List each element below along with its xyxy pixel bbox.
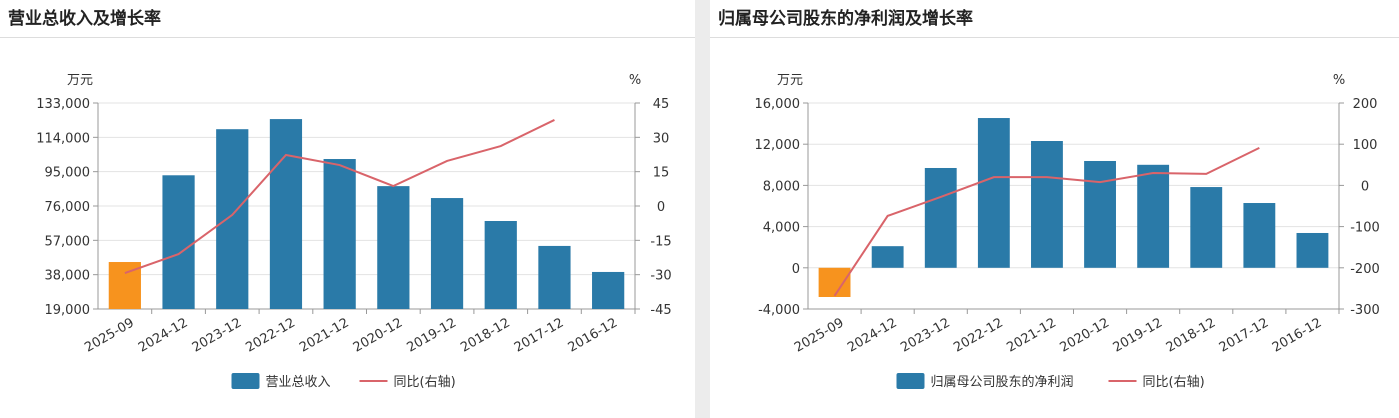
bar: [377, 186, 410, 309]
y-tick-label: 8,000: [763, 179, 800, 194]
y2-tick-label: -200: [1350, 262, 1380, 277]
y2-unit: %: [629, 73, 641, 88]
y2-tick-label: -45: [650, 303, 671, 318]
x-tick-label: 2018-12: [458, 315, 513, 355]
y-tick-label: 0: [792, 262, 800, 277]
x-tick-label: 2022-12: [951, 315, 1006, 355]
x-tick-label: 2022-12: [243, 315, 298, 355]
x-tick-label: 2023-12: [898, 315, 953, 355]
bar: [1031, 141, 1063, 268]
y2-tick-label: 15: [653, 166, 670, 181]
line: [124, 119, 555, 275]
bar: [269, 119, 303, 309]
bar: [818, 267, 851, 298]
x-tick-label: 2018-12: [1164, 315, 1219, 355]
y-tick-label: 95,000: [45, 166, 91, 181]
y-unit: 万元: [777, 73, 803, 88]
x-tick-label: 2020-12: [351, 315, 406, 355]
y2-tick-label: 100: [1353, 138, 1378, 153]
y-tick-label: 76,000: [45, 200, 91, 215]
x-tick-label: 2017-12: [1217, 315, 1272, 355]
bar: [1084, 160, 1116, 268]
y2-tick-label: 30: [653, 131, 670, 146]
bar: [430, 198, 464, 309]
y2-tick-label: -300: [1350, 303, 1380, 318]
y2-tick-label: -100: [1350, 221, 1380, 236]
y-tick-label: 4,000: [763, 221, 800, 236]
bar: [1296, 232, 1329, 268]
y-tick-label: 38,000: [45, 269, 91, 284]
y-tick-label: 16,000: [755, 97, 801, 112]
bar: [1190, 187, 1223, 268]
chart-panel: 归属母公司股东的净利润及增长率 万元% -4,000 0 4,000 8,000 12,0…: [710, 0, 1399, 418]
bar: [977, 118, 1010, 268]
y2-tick-label: -15: [650, 234, 671, 249]
bar: [162, 175, 195, 309]
y-tick-label: 12,000: [755, 138, 801, 153]
y2-tick-label: 0: [657, 200, 665, 215]
y-tick-label: 114,000: [36, 131, 90, 146]
bar: [592, 271, 625, 309]
bar: [924, 167, 957, 268]
y-tick-label: 133,000: [36, 97, 90, 112]
x-tick-label: 2016-12: [566, 315, 621, 355]
bar: [323, 159, 356, 309]
y2-unit: %: [1333, 73, 1345, 88]
y-tick-label: 57,000: [45, 234, 91, 249]
x-tick-label: 2025-09: [792, 315, 847, 355]
x-tick-label: 2024-12: [136, 315, 191, 355]
bar: [871, 246, 904, 268]
x-tick-label: 2016-12: [1270, 315, 1325, 355]
x-tick-label: 2023-12: [190, 315, 245, 355]
y2-tick-label: 0: [1361, 179, 1369, 194]
bar: [1137, 164, 1170, 268]
x-tick-label: 2021-12: [297, 315, 352, 355]
line: [833, 147, 1260, 297]
x-tick-label: 2017-12: [512, 315, 567, 355]
x-tick-label: 2024-12: [845, 315, 900, 355]
y2-tick-label: 45: [653, 97, 670, 112]
x-tick-label: 2021-12: [1004, 315, 1059, 355]
y-tick-label: -4,000: [758, 303, 800, 318]
bar: [1243, 203, 1276, 268]
x-tick-label: 2019-12: [405, 315, 460, 355]
chart-title: 归属母公司股东的净利润及增长率: [710, 0, 1399, 38]
chart: 万元 % -4,000 0 4,000 8,000 12,000 16,000 -300 -200…: [755, 73, 1380, 390]
y-unit: 万元: [67, 73, 93, 88]
legend-swatch: [231, 373, 260, 389]
bar: [538, 245, 571, 309]
legend-swatch: [896, 373, 925, 389]
legend-label: 同比(右轴): [1143, 375, 1205, 390]
y2-tick-label: 200: [1353, 97, 1378, 112]
legend-label: 营业总收入: [266, 375, 331, 390]
legend-label: 同比(右轴): [394, 375, 456, 390]
chart-title: 营业总收入及增长率: [0, 0, 695, 38]
chart-panel: 营业总收入及增长率 万元% 19,000 38,000 57,000 76,000 95,…: [0, 0, 695, 418]
bar: [484, 220, 517, 309]
x-tick-label: 2025-09: [82, 315, 137, 355]
legend-label: 归属母公司股东的净利润: [931, 374, 1074, 390]
y-tick-label: 19,000: [45, 303, 91, 318]
x-tick-label: 2020-12: [1058, 315, 1113, 355]
chart: 万元 % 19,000 38,000 57,000 76,000 95,000 114,000…: [36, 73, 671, 390]
y2-tick-label: -30: [650, 269, 671, 284]
x-tick-label: 2019-12: [1111, 315, 1166, 355]
bar: [216, 129, 249, 309]
